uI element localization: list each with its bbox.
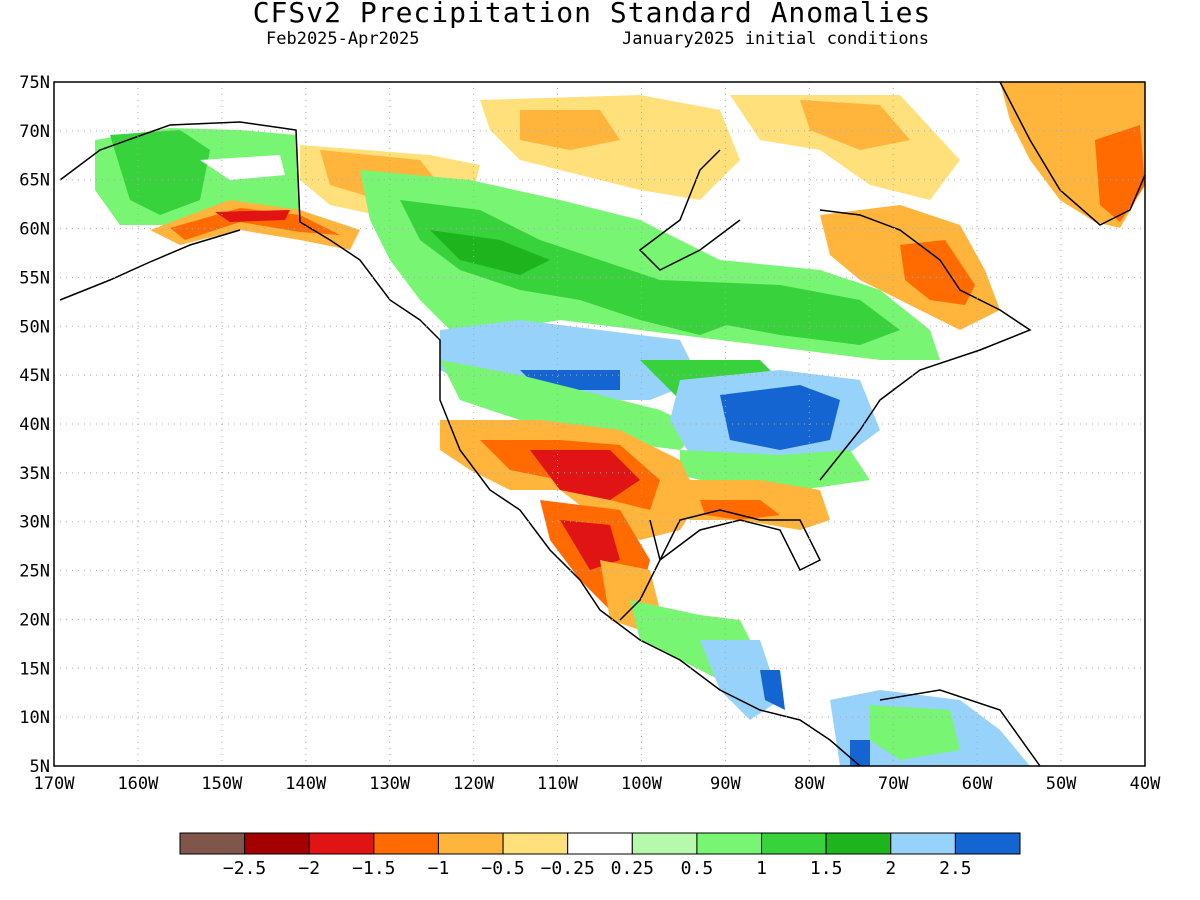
coastlines <box>59 82 1145 766</box>
longitude-tick-label: 90W <box>710 774 741 794</box>
plot-frame <box>53 81 1146 767</box>
forecast-period: Feb2025-Apr2025 <box>266 29 420 49</box>
longitude-tick-label: 110W <box>537 774 579 794</box>
colorbar-swatch <box>696 832 763 855</box>
latitude-tick-label: 5N <box>30 757 50 777</box>
longitude-tick-label: 150W <box>201 774 243 794</box>
longitude-tick-label: 40W <box>1130 774 1161 794</box>
colorbar-tick-label: 0.25 <box>611 858 654 879</box>
latitude-tick-label: 35N <box>19 464 50 484</box>
colorbar-swatch <box>631 832 698 855</box>
longitude-tick-label: 80W <box>794 774 825 794</box>
longitude-tick-label: 70W <box>878 774 909 794</box>
latitude-tick-label: 70N <box>19 122 50 142</box>
latitude-tick-label: 30N <box>19 513 50 533</box>
latitude-tick-label: 15N <box>19 659 50 679</box>
latitude-tick-label: 55N <box>19 268 50 288</box>
colorbar <box>179 832 1021 855</box>
colorbar-tick-label: −0.5 <box>481 858 524 879</box>
latitude-tick-label: 45N <box>19 366 50 386</box>
graticule <box>54 82 1145 766</box>
longitude-tick-label: 160W <box>117 774 159 794</box>
colorbar-tick-label: 0.5 <box>681 858 714 879</box>
colorbar-tick-label: −2 <box>298 858 320 879</box>
colorbar-tick-label: 2 <box>885 858 896 879</box>
colorbar-swatch <box>954 832 1021 855</box>
latitude-tick-label: 10N <box>19 708 50 728</box>
latitude-tick-label: 25N <box>19 562 50 582</box>
colorbar-swatch <box>567 832 633 855</box>
colorbar-swatch <box>437 832 504 855</box>
anomaly-fields <box>95 82 1145 766</box>
colorbar-tick-label: −1.5 <box>352 858 395 879</box>
latitude-axis: 75N 70N 65N 60N 55N 50N 45N 40N 35N 30N 25N 20N 15N 1… <box>19 73 50 777</box>
latitude-tick-label: 75N <box>19 73 50 93</box>
colorbar-tick-label: 1.5 <box>810 858 843 879</box>
colorbar-swatch <box>502 832 569 855</box>
colorbar-tick-label: −1 <box>428 858 450 879</box>
longitude-tick-label: 50W <box>1046 774 1077 794</box>
colorbar-tick-label: −2.5 <box>223 858 266 879</box>
longitude-tick-label: 130W <box>369 774 411 794</box>
initial-conditions-label: January2025 initial conditions <box>622 29 930 49</box>
longitude-tick-label: 60W <box>962 774 993 794</box>
colorbar-swatch <box>761 832 827 855</box>
latitude-tick-label: 40N <box>19 415 50 435</box>
colorbar-tick-label: 2.5 <box>939 858 972 879</box>
map-title: CFSv2 Precipitation Standard Anomalies <box>252 0 932 29</box>
colorbar-tick-label: 1 <box>756 858 767 879</box>
longitude-tick-label: 100W <box>621 774 663 794</box>
longitude-axis: 170W 160W 150W 140W 130W 120W 110W 100W 90W 80W 70… <box>34 774 1162 794</box>
colorbar-labels: −2.5 −2 −1.5 −1 −0.5 −0.25 0.25 0.5 1 1.5 2 2.5 <box>223 858 972 879</box>
colorbar-swatch <box>244 832 310 855</box>
colorbar-tick-label: −0.25 <box>541 858 595 879</box>
colorbar-swatch <box>890 832 956 855</box>
latitude-tick-label: 60N <box>19 220 50 240</box>
colorbar-swatch <box>179 832 246 855</box>
longitude-tick-label: 140W <box>285 774 327 794</box>
latitude-tick-label: 65N <box>19 171 50 191</box>
latitude-tick-label: 50N <box>19 317 50 337</box>
longitude-tick-label: 170W <box>34 774 76 794</box>
colorbar-swatch <box>373 832 439 855</box>
colorbar-swatch <box>308 832 375 855</box>
longitude-tick-label: 120W <box>453 774 495 794</box>
colorbar-swatch <box>825 832 892 855</box>
latitude-tick-label: 20N <box>19 610 50 630</box>
